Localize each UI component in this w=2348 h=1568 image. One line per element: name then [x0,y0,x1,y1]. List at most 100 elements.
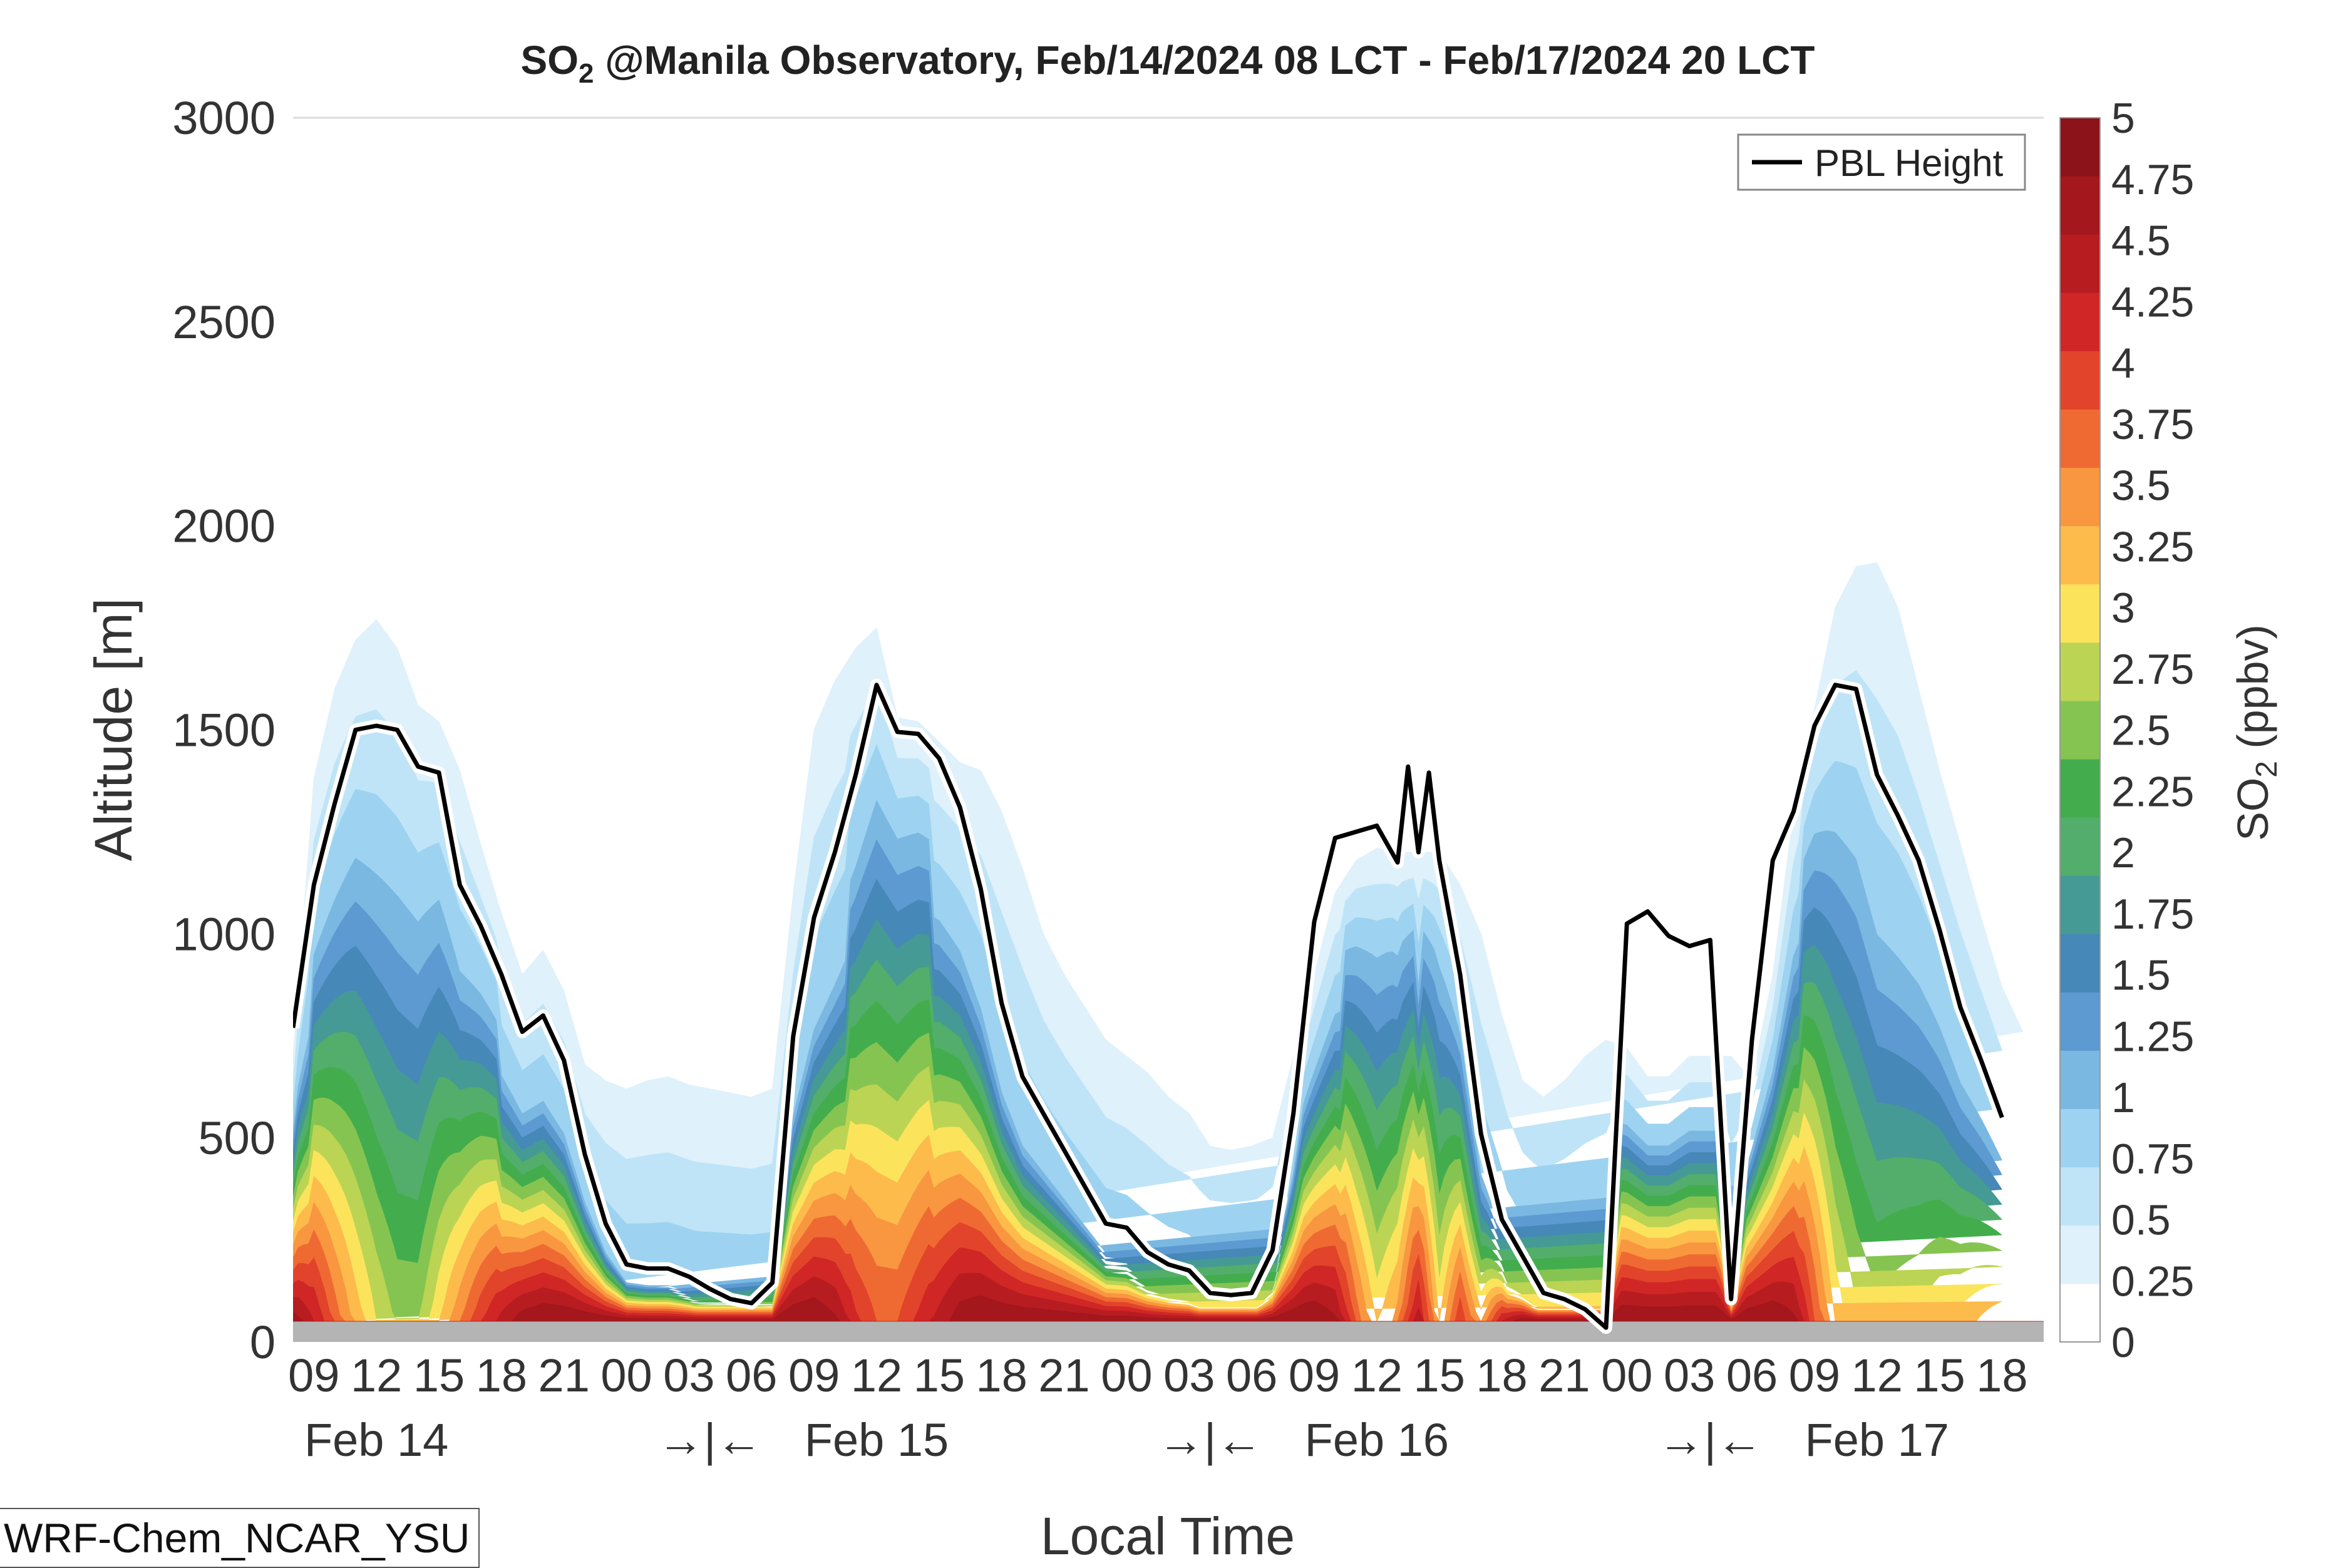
colorbar-tick-label: 4.75 [2111,156,2194,204]
x-axis-label: Local Time [1041,1507,1295,1565]
x-tick-label: 03 [1163,1349,1215,1401]
y-tick-label: 2000 [172,500,275,552]
colorbar-tick-label: 3.5 [2111,462,2171,510]
colorbar-segment [2060,1051,2100,1110]
colorbar-tick-label: 2.25 [2111,768,2194,815]
x-tick-label: 15 [914,1349,965,1401]
y-tick-label: 0 [250,1316,275,1368]
colorbar-segment [2060,468,2100,527]
x-tick-label: 15 [1414,1349,1465,1401]
x-tick-label: 12 [851,1349,902,1401]
x-day-label: →|← [1658,1414,1763,1466]
x-tick-label: 06 [726,1349,777,1401]
colorbar-segment [2060,234,2100,293]
colorbar-tick-label: 2 [2111,829,2135,877]
x-tick-label: 18 [1976,1349,2027,1401]
colorbar-segment [2060,584,2100,643]
colorbar-tick-label: 0 [2111,1319,2135,1366]
colorbar-segment [2060,992,2100,1051]
y-tick-label: 3000 [172,92,275,144]
colorbar-segment [2060,642,2100,701]
colorbar-tick-label: 2.5 [2111,707,2171,755]
x-tick-label: 12 [1851,1349,1903,1401]
plot-area [293,118,2044,1342]
colorbar-segment [2060,817,2100,876]
colorbar-segment [2060,526,2100,585]
chart-title: SO2 @Manila Observatory, Feb/14/2024 08 … [521,38,1815,89]
x-day-label: Feb 15 [805,1414,949,1466]
colorbar-segment [2060,118,2100,177]
y-tick-label: 1500 [172,704,275,756]
legend: PBL Height [1738,135,2025,190]
x-tick-label: 03 [1664,1349,1715,1401]
x-tick-label: 03 [663,1349,714,1401]
legend-entry-pbl-height: PBL Height [1815,142,2004,184]
colorbar-tick-label: 4.5 [2111,217,2171,265]
colorbar-tick-label: 3.75 [2111,401,2194,448]
colorbar-tick-label: 1.25 [2111,1013,2194,1060]
x-day-label: Feb 16 [1305,1414,1449,1466]
x-tick-label: 00 [1101,1349,1152,1401]
colorbar-segment [2060,934,2100,993]
colorbar-tick-label: 0.25 [2111,1257,2194,1305]
x-tick-label: 12 [1351,1349,1403,1401]
colorbar-tick-label: 1.5 [2111,952,2171,999]
x-day-label: →|← [657,1414,762,1466]
x-tick-label: 18 [1476,1349,1527,1401]
y-tick-label: 1000 [172,908,275,960]
colorbar-segment [2060,292,2100,351]
x-day-label: →|← [1158,1414,1262,1466]
colorbar-tick-label: 3 [2111,584,2135,632]
model-label: WRF-Chem_NCAR_YSU [0,1508,480,1568]
x-tick-label: 18 [476,1349,527,1401]
y-axis-ticks: 0 500 1000 1500 2000 2500 3000 [172,92,275,1368]
x-tick-label: 00 [1601,1349,1652,1401]
so2-concentration-field [293,562,2044,1321]
colorbar-tick-label: 4 [2111,339,2135,387]
y-tick-label: 500 [198,1112,275,1164]
x-tick-label: 18 [976,1349,1027,1401]
x-tick-label: 21 [538,1349,590,1401]
x-tick-label: 21 [1038,1349,1089,1401]
y-tick-label: 2500 [172,296,275,348]
x-day-label: Feb 14 [304,1414,448,1466]
colorbar-tick-label: 3.25 [2111,523,2194,570]
colorbar-segment [2060,701,2100,760]
colorbar-tick-label: 5 [2111,95,2135,142]
colorbar-tick-label: 2.75 [2111,646,2194,693]
x-tick-label: 06 [1226,1349,1277,1401]
colorbar-segment [2060,176,2100,235]
colorbar-tick-labels: 0 0.25 0.5 0.75 1 1.25 1.5 1.75 2 2.25 2.5 2.75 3 3.2… [2111,95,2194,1366]
colorbar-label: SO2 (ppbv) [2228,624,2284,841]
colorbar-segment [2060,1109,2100,1168]
colorbar-tick-label: 0.5 [2111,1197,2171,1244]
x-tick-label: 06 [1726,1349,1778,1401]
x-tick-label: 09 [1789,1349,1840,1401]
colorbar-tick-label: 1 [2111,1074,2135,1122]
colorbar-segment [2060,1284,2100,1343]
x-axis-day-labels: Feb 14 →|← Feb 15 →|← Feb 16 →|← Feb 17 [304,1414,1949,1466]
colorbar-tick-label: 4.25 [2111,278,2194,326]
x-tick-label: 12 [351,1349,402,1401]
x-tick-label: 15 [413,1349,465,1401]
x-tick-label: 09 [288,1349,339,1401]
x-tick-label: 09 [788,1349,840,1401]
colorbar-segment [2060,409,2100,468]
y-axis-label: Altitude [m] [84,598,143,861]
x-tick-label: 15 [1913,1349,1965,1401]
ground-band [293,1321,2044,1342]
colorbar-segment [2060,351,2100,410]
colorbar-tick-label: 0.75 [2111,1135,2194,1183]
x-day-label: Feb 17 [1805,1414,1949,1466]
colorbar-segment [2060,1225,2100,1284]
colorbar-segment [2060,759,2100,818]
colorbar-tick-label: 1.75 [2111,890,2194,938]
colorbar-segment [2060,1167,2100,1226]
colorbar-segment [2060,875,2100,934]
x-tick-label: 21 [1538,1349,1590,1401]
colorbar [2060,118,2100,1343]
x-tick-label: 00 [600,1349,652,1401]
x-tick-label: 09 [1289,1349,1340,1401]
